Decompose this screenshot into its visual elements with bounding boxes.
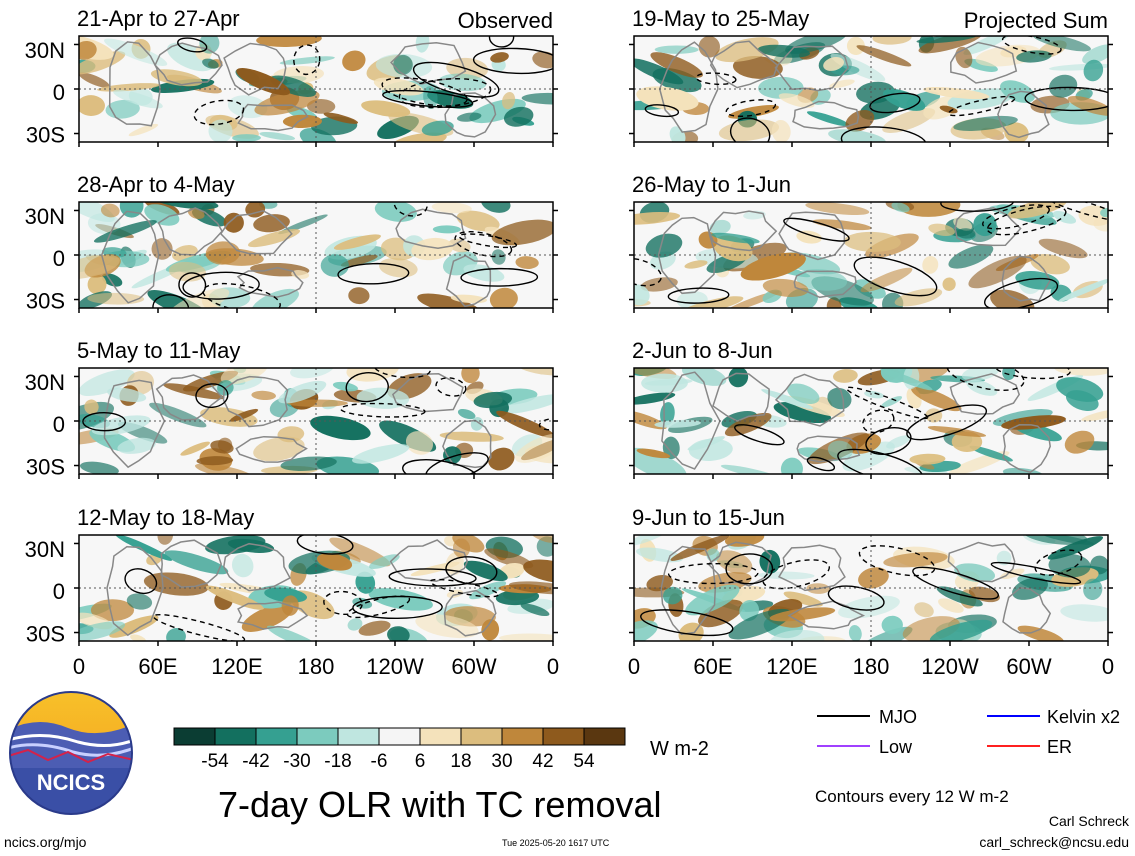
lon-label-left-2: 120E [211, 654, 262, 679]
footer-site: ncics.org/mjo [4, 834, 87, 850]
colorbar: -54 -42 -30 -18 -6 6 18 30 42 54 [173, 727, 626, 772]
lon-label-right-4: 120W [921, 654, 979, 679]
left-panel-period-4: 12-May to 18-May [77, 505, 254, 530]
lat-label-4-1: 0 [53, 579, 65, 604]
left-panel-period-1: 21-Apr to 27-Apr [77, 6, 240, 31]
colorbar-swatch [173, 727, 216, 746]
lat-label-1-2: 30S [26, 123, 65, 148]
legend-mjo-label: MJO [879, 707, 917, 727]
lon-label-left-6: 0 [547, 654, 559, 679]
colorbar-tick-label: -18 [324, 751, 351, 772]
colorbar-swatch [460, 727, 503, 746]
right-panel-period-1: 19-May to 25-May [632, 6, 809, 31]
colorbar-swatch [296, 727, 339, 746]
footer-timestamp: Tue 2025-05-20 1617 UTC [502, 838, 610, 848]
lat-label-1-0: 30N [25, 38, 65, 63]
colorbar-swatch [378, 727, 421, 746]
colorbar-tick-label: -54 [201, 751, 229, 772]
lat-label-3-0: 30N [25, 370, 65, 395]
lat-label-3-2: 30S [26, 455, 65, 480]
map-panels: 21-Apr to 27-Apr Observed 28-Apr to 4-May 5… [74, 6, 1113, 646]
lon-label-right-5: 60W [1006, 654, 1051, 679]
colorbar-tick-label: -6 [371, 751, 388, 772]
colorbar-swatch [542, 727, 585, 746]
lon-label-right-0: 0 [628, 654, 640, 679]
footer-author: Carl Schreck [1048, 813, 1129, 829]
lon-label-left-5: 60W [451, 654, 496, 679]
lat-label-1-1: 0 [53, 80, 65, 105]
right-panel-tag: Projected Sum [964, 8, 1108, 33]
contour-note: Contours every 12 W m-2 [815, 787, 1009, 806]
left-panel-period-2: 28-Apr to 4-May [77, 172, 235, 197]
axis-labels: 30N 0 30S 30N 0 30S 30N 0 30S 30N 0 30S 0 60E 120E 180 1… [25, 38, 1114, 679]
left-panel-period-3: 5-May to 11-May [77, 338, 240, 363]
colorbar-tick-label: -42 [242, 751, 269, 772]
left-panel-tag: Observed [458, 8, 553, 33]
lon-label-left-3: 180 [298, 654, 335, 679]
lat-label-2-1: 0 [53, 246, 65, 271]
lon-label-left-0: 0 [73, 654, 85, 679]
left-panel-1: 21-Apr to 27-Apr Observed [74, 6, 558, 147]
right-panel-4: 9-Jun to 15-Jun [629, 505, 1113, 646]
colorbar-tick-label: -30 [283, 751, 310, 772]
colorbar-tick-label: 30 [491, 751, 512, 772]
lat-label-3-1: 0 [53, 412, 65, 437]
footer-email: carl_schreck@ncsu.edu [979, 834, 1129, 850]
legend: MJO Kelvin x2 Low ER [817, 707, 1120, 757]
lat-label-4-2: 30S [26, 622, 65, 647]
lon-label-left-4: 120W [366, 654, 424, 679]
left-panel-4: 12-May to 18-May [74, 505, 558, 646]
lat-label-2-2: 30S [26, 289, 65, 314]
right-panel-2: 26-May to 1-Jun [629, 172, 1113, 313]
lat-label-2-0: 30N [25, 204, 65, 229]
left-panel-3: 5-May to 11-May [74, 338, 558, 479]
lat-label-4-0: 30N [25, 537, 65, 562]
colorbar-tick-label: 42 [532, 751, 553, 772]
left-panel-2: 28-Apr to 4-May [74, 172, 558, 313]
lon-label-right-6: 0 [1102, 654, 1114, 679]
lon-label-right-2: 120E [766, 654, 817, 679]
colorbar-swatch [255, 727, 298, 746]
right-panel-period-2: 26-May to 1-Jun [632, 172, 791, 197]
logo-text: NCICS [37, 770, 105, 795]
colorbar-swatch [419, 727, 462, 746]
lon-label-right-1: 60E [693, 654, 732, 679]
colorbar-swatch [583, 727, 626, 746]
colorbar-swatch [501, 727, 544, 746]
legend-kelvin-label: Kelvin x2 [1047, 707, 1120, 727]
right-panel-3: 2-Jun to 8-Jun [629, 338, 1113, 479]
lon-label-left-1: 60E [138, 654, 177, 679]
colorbar-swatch [214, 727, 257, 746]
colorbar-tick-label: 6 [415, 751, 426, 772]
main-title: 7-day OLR with TC removal [218, 784, 662, 825]
right-panel-1: 19-May to 25-May Projected Sum [629, 6, 1113, 147]
colorbar-units: W m-2 [650, 738, 709, 760]
right-panel-period-4: 9-Jun to 15-Jun [632, 505, 785, 530]
lon-label-right-3: 180 [853, 654, 890, 679]
colorbar-swatch [337, 727, 380, 746]
legend-er-label: ER [1047, 737, 1072, 757]
colorbar-tick-label: 18 [450, 751, 471, 772]
legend-low-label: Low [879, 737, 913, 757]
ncics-logo: NCICS [8, 690, 134, 816]
right-panel-period-3: 2-Jun to 8-Jun [632, 338, 773, 363]
colorbar-tick-label: 54 [573, 751, 595, 772]
